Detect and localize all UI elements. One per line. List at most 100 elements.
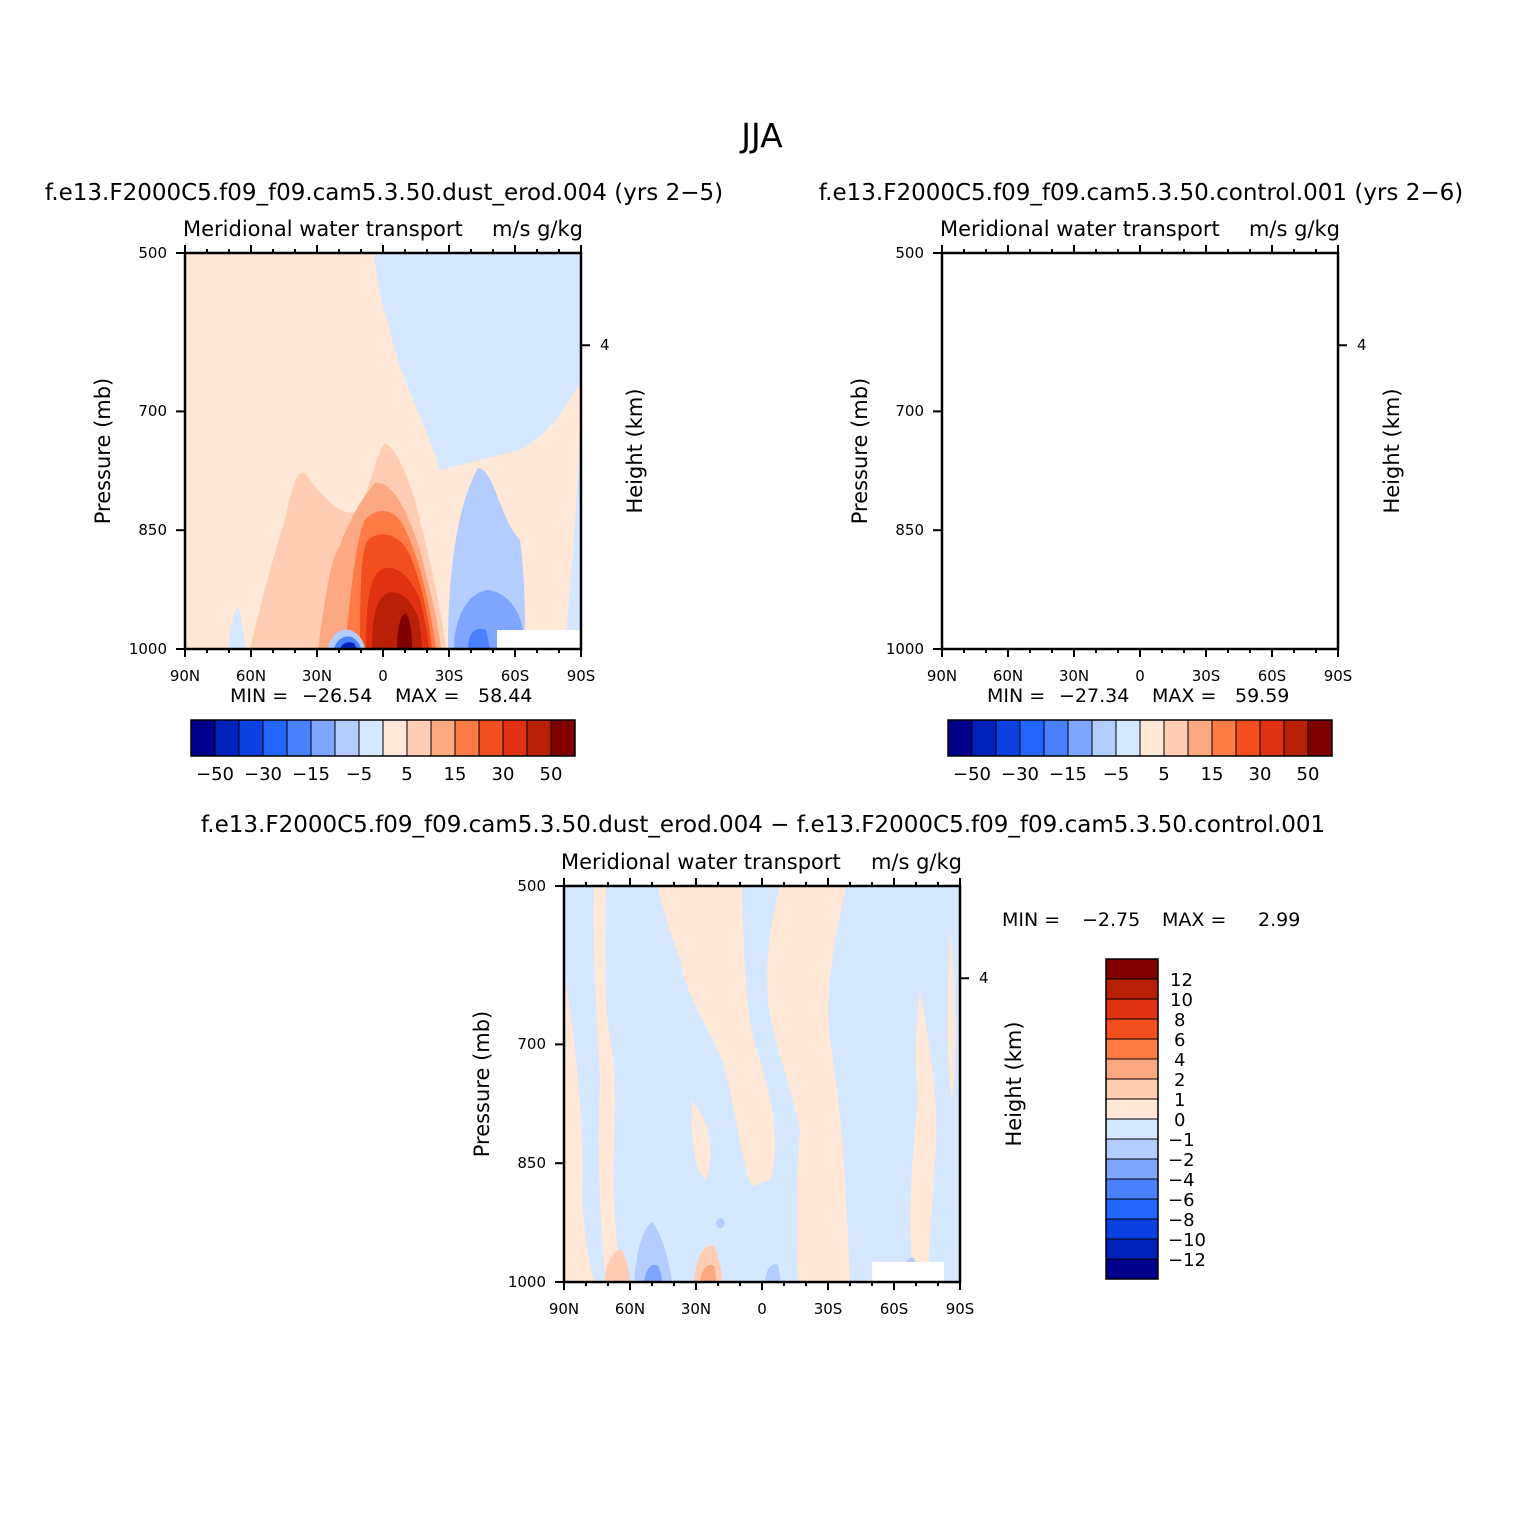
panel-diff-stats: MIN = −2.75 MAX = 2.99: [1002, 909, 1300, 931]
panel-dust-right-label: m/s g/kg: [492, 217, 583, 241]
panel-diff-y-tick: 1000: [508, 1273, 546, 1291]
panel-diff-tick-marks: [555, 878, 969, 1290]
panel-diff-colorbar-swatch: [1105, 1038, 1159, 1060]
panel-dust-colorbar-swatch: [190, 719, 216, 757]
panel-control-tick-marks: [933, 245, 1347, 657]
panel-control-max-label: MAX =: [1152, 685, 1216, 707]
panel-control-y-right-tick: 4: [1357, 336, 1367, 354]
panel-diff-colorbar-label: 10: [1170, 990, 1193, 1011]
panel-control-colorbar-swatch: [1259, 719, 1285, 757]
panel-dust-x-tick: 60N: [236, 667, 266, 685]
panel-dust-min-value: −26.54: [302, 685, 372, 707]
panel-control-y-tick: 850: [895, 521, 924, 539]
panel-diff-colorbar-swatch: [1105, 1238, 1159, 1260]
panel-dust-colorbar-label: −15: [292, 764, 330, 785]
panel-control-colorbar-label: 50: [1297, 764, 1320, 785]
panel-control-colorbar-label: −50: [953, 764, 991, 785]
panel-diff-y-tick: 850: [517, 1154, 546, 1172]
panel-control-ylabel: Pressure (mb): [848, 378, 872, 525]
panel-dust-left-label: Meridional water transport: [183, 217, 463, 241]
panel-dust-x-tick: 30S: [435, 667, 464, 685]
panel-diff-colorbar-swatch: [1105, 1178, 1159, 1200]
panel-diff-x-tick: 90N: [549, 1300, 579, 1318]
panel-dust-ylabel: Pressure (mb): [91, 378, 115, 525]
panel-diff-y-right-tick: 4: [979, 969, 989, 987]
panel-control: f.e13.F2000C5.f09_f09.cam5.3.50.control.…: [819, 180, 1463, 785]
figure-title: JJA: [739, 116, 783, 155]
panel-dust: f.e13.F2000C5.f09_f09.cam5.3.50.dust_ero…: [45, 180, 723, 785]
panel-diff-max-value: 2.99: [1258, 909, 1300, 931]
panel-diff-colorbar-swatch: [1105, 978, 1159, 1000]
panel-control-colorbar-swatch: [1211, 719, 1237, 757]
panel-control-colorbar-label: −5: [1103, 764, 1130, 785]
panel-control-colorbar: [947, 719, 1333, 757]
panel-control-subtitle: f.e13.F2000C5.f09_f09.cam5.3.50.control.…: [819, 180, 1463, 206]
panel-dust-colorbar: [190, 719, 576, 757]
panel-diff-colorbar-swatch: [1105, 1258, 1159, 1280]
panel-dust-stats: MIN = −26.54 MAX = 58.44: [230, 685, 532, 707]
panel-diff-x-tick: 30S: [814, 1300, 843, 1318]
panel-dust-x-tick: 60S: [501, 667, 530, 685]
panel-diff-x-tick: 30N: [681, 1300, 711, 1318]
panel-diff-colorbar-swatch: [1105, 1158, 1159, 1180]
panel-dust-colorbar-swatch: [550, 719, 576, 757]
panel-diff-colorbar-label: −10: [1168, 1230, 1206, 1251]
panel-control-colorbar-swatch: [947, 719, 973, 757]
panel-control-x-tick: 60N: [993, 667, 1023, 685]
panel-dust-colorbar-swatch: [262, 719, 288, 757]
panel-diff-colorbar-swatch: [1105, 1138, 1159, 1160]
panel-dust-colorbar-swatch: [310, 719, 336, 757]
panel-diff-colorbar-swatch: [1105, 1218, 1159, 1240]
panel-diff-colorbar-swatch: [1105, 1118, 1159, 1140]
panel-dust-colorbar-labels: −50 −30 −15 −5 5 15 30 50: [196, 764, 562, 785]
panel-control-colorbar-label: −30: [1001, 764, 1039, 785]
panel-diff-colorbar-label: 1: [1174, 1090, 1185, 1111]
panel-dust-y-tick: 500: [138, 244, 167, 262]
panel-diff-colorbar-swatch: [1105, 998, 1159, 1020]
panel-control-colorbar-swatch: [1163, 719, 1189, 757]
panel-diff-colorbar-swatch: [1105, 1018, 1159, 1040]
panel-control-colorbar-swatch: [995, 719, 1021, 757]
panel-control-y-axis: 500 700 850 1000 4: [886, 244, 1367, 658]
panel-diff-colorbar-swatch: [1105, 1058, 1159, 1080]
panel-dust-max-label: MAX =: [395, 685, 459, 707]
panel-control-contour-field: [942, 253, 1338, 649]
panel-dust-colorbar-swatch: [478, 719, 504, 757]
panel-dust-subtitle: f.e13.F2000C5.f09_f09.cam5.3.50.dust_ero…: [45, 180, 723, 206]
panel-dust-colorbar-swatch: [454, 719, 480, 757]
panel-control-colorbar-swatch: [1139, 719, 1165, 757]
panel-dust-min-label: MIN =: [230, 685, 288, 707]
panel-diff-x-tick: 60S: [880, 1300, 909, 1318]
panel-diff-colorbar-label: 6: [1174, 1030, 1185, 1051]
panel-control-ylabel-right: Height (km): [1380, 388, 1404, 513]
panel-control-colorbar-frame: [947, 719, 1333, 757]
panel-dust-y-tick: 700: [138, 402, 167, 420]
panel-control-colorbar-swatch: [1283, 719, 1309, 757]
panel-control-colorbar-swatch: [1187, 719, 1213, 757]
panel-diff-max-label: MAX =: [1162, 909, 1226, 931]
panel-diff-ylabel-right: Height (km): [1002, 1021, 1026, 1146]
panel-control-x-tick: 60S: [1258, 667, 1287, 685]
panel-diff-colorbar-label: 8: [1174, 1010, 1185, 1031]
panel-dust-tick-marks: [176, 245, 590, 657]
panel-control-colorbar-swatch: [1307, 719, 1333, 757]
panel-control-colorbar-label: −15: [1049, 764, 1087, 785]
panel-diff-colorbar-swatch: [1105, 1078, 1159, 1100]
panel-control-colorbar-labels: −50 −30 −15 −5 5 15 30 50: [953, 764, 1319, 785]
panel-diff-colorbar-swatch: [1105, 1198, 1159, 1220]
panel-dust-ylabel-right: Height (km): [623, 388, 647, 513]
panel-control-colorbar-label: 5: [1158, 764, 1169, 785]
panel-control-plot-frame: [940, 251, 1340, 651]
panel-control-y-tick: 500: [895, 244, 924, 262]
panel-diff-colorbar-label: −6: [1168, 1190, 1195, 1211]
panel-diff-x-tick: 90S: [946, 1300, 975, 1318]
panel-dust-colorbar-label: −30: [244, 764, 282, 785]
panel-diff-colorbar-labels: 12 10 8 6 4 2 1 0 −1 −2 −4 −6 −8 −10 −12: [1168, 970, 1206, 1271]
panel-diff-left-label: Meridional water transport: [561, 850, 841, 874]
panel-diff-colorbar-label: −12: [1168, 1250, 1206, 1271]
panel-control-x-tick: 90S: [1324, 667, 1353, 685]
panel-dust-max-value: 58.44: [478, 685, 532, 707]
panel-control-colorbar-swatch: [971, 719, 997, 757]
panel-dust-y-tick: 850: [138, 521, 167, 539]
